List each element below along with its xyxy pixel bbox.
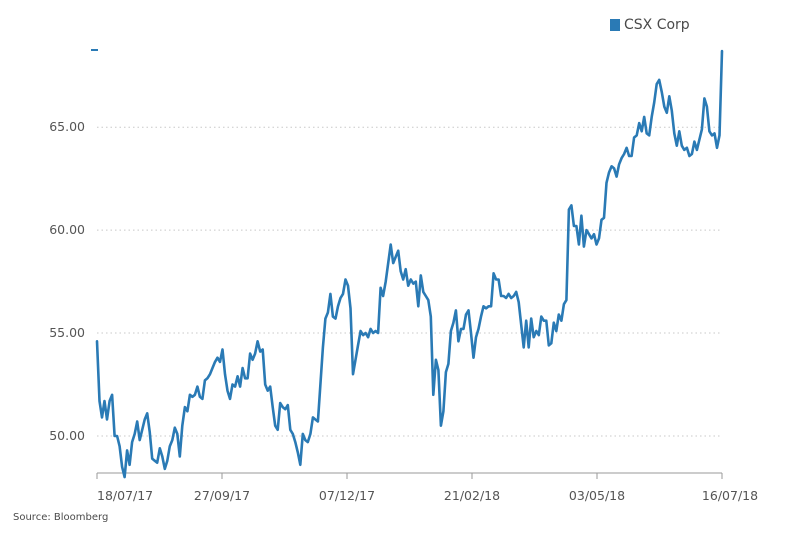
y-tick-label: 60.00 (49, 222, 85, 237)
legend: CSX Corp (610, 17, 690, 33)
x-tick-label: 07/12/17 (319, 488, 375, 503)
y-tick-label: 55.00 (49, 325, 85, 340)
x-tick-label: 27/09/17 (194, 488, 250, 503)
x-tick-label: 18/07/17 (97, 488, 153, 503)
y-tick-label: 65.00 (49, 119, 85, 134)
y-tick-label: 50.00 (49, 428, 85, 443)
legend-swatch (610, 19, 620, 31)
series-line-csx-corp (95, 49, 724, 479)
x-tick-label: 16/07/18 (702, 488, 758, 503)
source-note: Source: Bloomberg (13, 512, 109, 523)
x-tick-label: 03/05/18 (569, 488, 625, 503)
x-tick-label: 21/02/18 (444, 488, 500, 503)
legend-label: CSX Corp (624, 17, 690, 33)
